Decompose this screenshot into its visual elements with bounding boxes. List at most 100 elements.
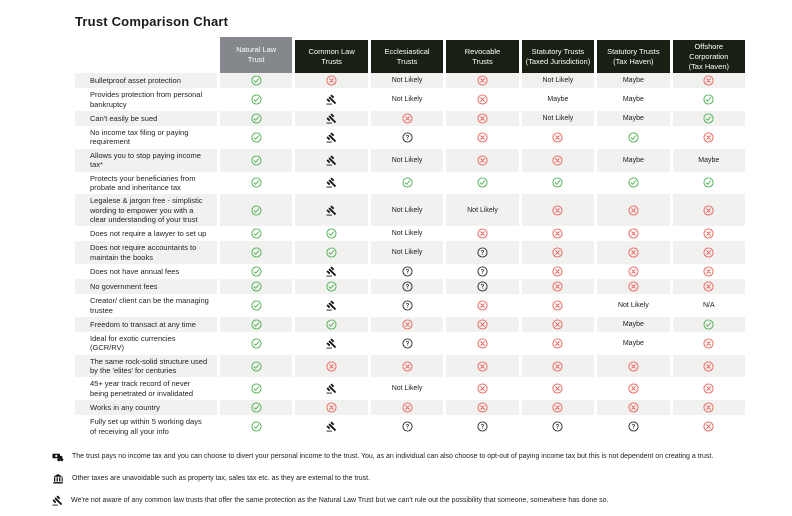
value-cell bbox=[672, 377, 745, 401]
cross-icon bbox=[703, 383, 714, 394]
value-cell bbox=[597, 241, 670, 265]
column-header-line1: Natural Law bbox=[236, 45, 277, 55]
value-cell: ? bbox=[370, 415, 444, 438]
value-cell: Not Likely bbox=[370, 226, 444, 242]
cell-text: Maybe bbox=[622, 320, 644, 328]
check-icon bbox=[703, 177, 714, 188]
value-cell bbox=[672, 241, 745, 265]
value-cell bbox=[446, 73, 519, 89]
value-cell bbox=[672, 73, 745, 89]
svg-text:?: ? bbox=[481, 270, 485, 276]
footnote: Other taxes are unavoidable such as prop… bbox=[52, 473, 745, 485]
table-row: Does not require a lawyer to set up Not L… bbox=[75, 226, 745, 242]
check-icon bbox=[251, 383, 262, 394]
check-icon bbox=[628, 177, 639, 188]
svg-text:?: ? bbox=[405, 341, 409, 347]
value-cell bbox=[446, 316, 519, 332]
cell-text: Not Likely bbox=[391, 96, 423, 104]
value-cell: ? bbox=[370, 294, 444, 317]
column-header-ecclesiastical-trusts: Ecclesiastical Trusts bbox=[370, 40, 444, 74]
cross-icon bbox=[552, 266, 563, 277]
check-icon bbox=[251, 94, 262, 105]
value-cell bbox=[521, 171, 595, 195]
column-header-offshore-corporation-tax-haven: Offshore Corporation (Tax Haven) bbox=[672, 40, 745, 74]
value-cell bbox=[672, 279, 745, 295]
cross-icon bbox=[703, 402, 714, 413]
cell-text: Not Likely bbox=[391, 249, 423, 257]
value-cell: N/A bbox=[672, 294, 745, 317]
value-cell bbox=[295, 294, 368, 317]
check-icon bbox=[251, 228, 262, 239]
check-icon bbox=[251, 132, 262, 143]
cross-icon bbox=[628, 402, 639, 413]
check-icon bbox=[251, 402, 262, 413]
column-header-line1: Revocable bbox=[464, 46, 501, 56]
gavel-icon bbox=[326, 421, 337, 432]
value-cell bbox=[597, 377, 670, 401]
value-cell bbox=[220, 400, 293, 416]
footnote-text: Other taxes are unavoidable such as prop… bbox=[72, 475, 371, 483]
question-icon: ? bbox=[477, 266, 488, 277]
money-icon bbox=[52, 451, 64, 463]
cell-text: Maybe bbox=[622, 339, 644, 347]
value-cell bbox=[446, 126, 519, 149]
check-icon bbox=[628, 132, 639, 143]
check-icon bbox=[703, 94, 714, 105]
check-icon bbox=[251, 300, 262, 311]
check-icon bbox=[251, 205, 262, 216]
column-header-natural-law-trust: Natural Law Trust bbox=[220, 37, 293, 74]
gavel-icon bbox=[326, 177, 337, 188]
value-cell bbox=[220, 294, 293, 317]
check-icon bbox=[251, 319, 262, 330]
value-cell bbox=[446, 226, 519, 242]
gavel-icon bbox=[326, 266, 337, 277]
check-icon bbox=[326, 247, 337, 258]
value-cell bbox=[295, 171, 368, 195]
check-icon bbox=[251, 155, 262, 166]
value-cell bbox=[597, 126, 670, 149]
header-spacer bbox=[75, 40, 217, 73]
footnote-text: The trust pays no income tax and you can… bbox=[72, 453, 714, 461]
cross-icon bbox=[703, 75, 714, 86]
cell-text: N/A bbox=[702, 302, 715, 309]
table-row: Creator/ client can be the managing trus… bbox=[75, 294, 745, 317]
check-icon bbox=[326, 319, 337, 330]
table-row: Allows you to stop paying income tax* Not… bbox=[75, 148, 745, 172]
row-label: Legalese & jargon free - simplistic word… bbox=[75, 194, 217, 227]
cross-icon bbox=[477, 300, 488, 311]
table-row: No government fees?? bbox=[75, 279, 745, 295]
cross-icon bbox=[477, 402, 488, 413]
check-icon bbox=[477, 177, 488, 188]
cross-icon bbox=[703, 281, 714, 292]
value-cell bbox=[446, 377, 519, 401]
cross-icon bbox=[552, 319, 563, 330]
gavel-icon bbox=[326, 155, 337, 166]
value-cell bbox=[220, 73, 293, 89]
value-cell bbox=[521, 294, 595, 317]
cross-icon bbox=[326, 402, 337, 413]
cross-icon bbox=[552, 338, 563, 349]
question-icon: ? bbox=[402, 300, 413, 311]
value-cell bbox=[521, 226, 595, 242]
value-cell bbox=[597, 194, 670, 227]
cross-icon bbox=[402, 319, 413, 330]
value-cell: Maybe bbox=[597, 73, 670, 89]
svg-text:?: ? bbox=[405, 425, 409, 431]
cross-icon bbox=[402, 360, 413, 372]
table-row: Does not have annual fees?? bbox=[75, 264, 745, 280]
cell-text: Not Likely bbox=[617, 302, 649, 309]
value-cell bbox=[295, 111, 368, 126]
check-icon bbox=[251, 75, 262, 86]
row-label: Bulletproof asset protection bbox=[75, 73, 217, 89]
cross-icon bbox=[703, 132, 714, 143]
table-row: Does not require accountants to maintain… bbox=[75, 241, 745, 265]
value-cell bbox=[446, 171, 519, 195]
value-cell bbox=[220, 226, 293, 242]
value-cell bbox=[446, 331, 519, 355]
value-cell: ? bbox=[370, 279, 444, 295]
value-cell bbox=[521, 264, 595, 280]
cross-icon bbox=[628, 360, 639, 372]
value-cell: ? bbox=[521, 415, 595, 438]
value-cell: Not Likely bbox=[370, 73, 444, 89]
cross-icon bbox=[703, 205, 714, 216]
